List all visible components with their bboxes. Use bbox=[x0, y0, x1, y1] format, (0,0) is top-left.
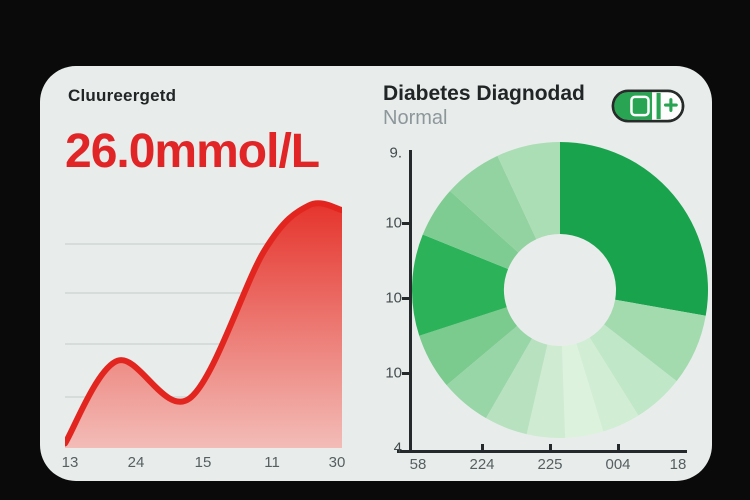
x-axis-label: 225 bbox=[537, 456, 563, 473]
x-axis-label: 224 bbox=[469, 456, 495, 473]
donut-segment bbox=[486, 338, 548, 435]
medication-pill-button[interactable] bbox=[611, 88, 685, 124]
gridline bbox=[65, 292, 342, 294]
donut-segment bbox=[560, 142, 708, 316]
y-axis-label: 10 bbox=[385, 364, 402, 382]
gridline bbox=[65, 243, 342, 245]
health-dashboard-panel: Cluureergetd 26.0mmol/L 13 24 15 11 30 Diabe… bbox=[40, 66, 712, 481]
x-axis-label: 15 bbox=[194, 454, 212, 471]
donut-chart-svg bbox=[412, 142, 708, 438]
y-axis-label: 4 bbox=[393, 439, 402, 457]
donut-segment bbox=[446, 325, 532, 419]
donut-segment bbox=[412, 234, 509, 336]
donut-segment bbox=[589, 324, 677, 416]
y-axis-label: 10 bbox=[385, 214, 402, 232]
x-axis-label: 11 bbox=[264, 454, 280, 471]
x-axis-label: 13 bbox=[61, 454, 79, 471]
donut-segment bbox=[497, 142, 560, 240]
donut-segment bbox=[419, 307, 518, 386]
x-axis-tick bbox=[481, 444, 484, 451]
y-axis-tick bbox=[402, 222, 410, 225]
glucose-title: Cluureergetd bbox=[68, 86, 177, 105]
glucose-value: 26.0mmol/L bbox=[65, 125, 320, 178]
donut-segment bbox=[561, 343, 604, 438]
diabetes-title: Diabetes Diagnodad bbox=[383, 82, 585, 105]
x-axis-tick bbox=[617, 444, 620, 451]
donut-segment bbox=[526, 344, 566, 438]
donut-chart-x-axis-line bbox=[397, 450, 687, 453]
donut-chart-y-axis-line bbox=[409, 150, 412, 452]
x-axis-tick bbox=[549, 444, 552, 451]
pill-capsule-plus-icon bbox=[611, 89, 685, 123]
x-axis-label: 24 bbox=[127, 454, 145, 471]
donut-segment bbox=[576, 337, 639, 432]
x-axis-label: 004 bbox=[605, 456, 631, 473]
x-axis-label: 30 bbox=[328, 454, 346, 471]
donut-segment bbox=[604, 299, 706, 382]
glucose-x-axis-labels: 13 24 15 11 30 bbox=[61, 454, 346, 474]
x-axis-label: 58 bbox=[409, 456, 427, 473]
donut-segment bbox=[450, 155, 537, 253]
donut-segment bbox=[422, 190, 519, 270]
y-axis-tick bbox=[402, 297, 410, 300]
glucose-area-chart bbox=[65, 200, 342, 448]
diabetes-status: Normal bbox=[383, 107, 448, 129]
x-axis-label: 18 bbox=[669, 456, 687, 473]
y-axis-label: 9. bbox=[389, 144, 402, 162]
y-axis-label: 10 bbox=[385, 289, 402, 307]
gridline bbox=[65, 343, 342, 345]
y-axis-tick bbox=[402, 372, 410, 375]
